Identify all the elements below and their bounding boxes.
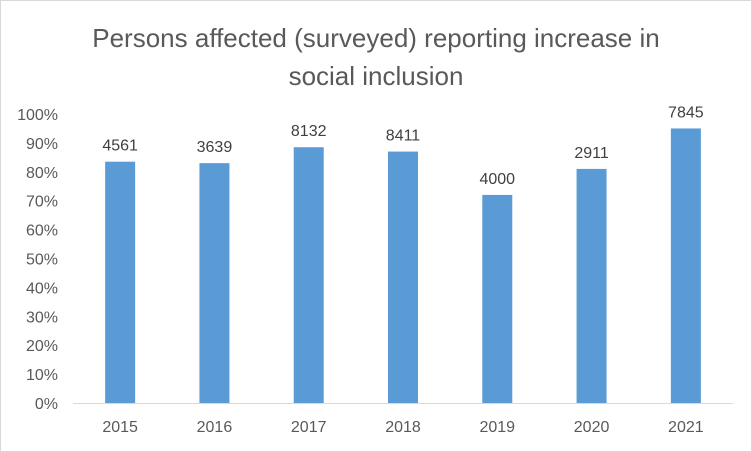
data-label-2019: 4000	[479, 171, 515, 188]
x-tick-label-2017: 2017	[291, 419, 327, 436]
y-tick-label: 100%	[17, 107, 58, 124]
bar-2017	[293, 147, 324, 403]
x-tick-label-2021: 2021	[668, 419, 704, 436]
bar-2019	[482, 194, 513, 403]
data-label-2021: 7845	[668, 104, 704, 121]
x-tick-label-2015: 2015	[102, 419, 138, 436]
data-label-2016: 3639	[197, 139, 233, 156]
bar-2020	[576, 168, 607, 403]
y-tick-label: 30%	[26, 309, 58, 326]
data-label-2018: 8411	[386, 128, 421, 145]
y-tick-label: 90%	[26, 136, 58, 153]
x-tick-label-2019: 2019	[479, 419, 515, 436]
bar-2018	[388, 151, 418, 403]
bar-2015	[105, 161, 136, 403]
x-tick-label-2020: 2020	[574, 419, 610, 436]
y-tick-label: 80%	[26, 165, 58, 182]
y-tick-label: 50%	[26, 252, 58, 269]
data-label-2020: 2911	[574, 145, 609, 162]
y-tick-label: 20%	[26, 338, 58, 355]
chart-title: Persons affected (surveyed) reporting in…	[92, 23, 660, 91]
data-label-2015: 4561	[102, 138, 138, 155]
y-tick-label: 70%	[26, 194, 58, 211]
bar-2016	[199, 163, 230, 403]
data-label-2017: 8132	[291, 123, 327, 140]
y-tick-label: 10%	[26, 367, 58, 384]
y-tick-label: 40%	[26, 280, 58, 297]
y-tick-label: 0%	[35, 396, 58, 413]
x-tick-label-2016: 2016	[197, 419, 233, 436]
x-tick-label-2018: 2018	[385, 419, 421, 436]
y-tick-label: 60%	[26, 223, 58, 240]
bar-2021	[670, 128, 701, 403]
